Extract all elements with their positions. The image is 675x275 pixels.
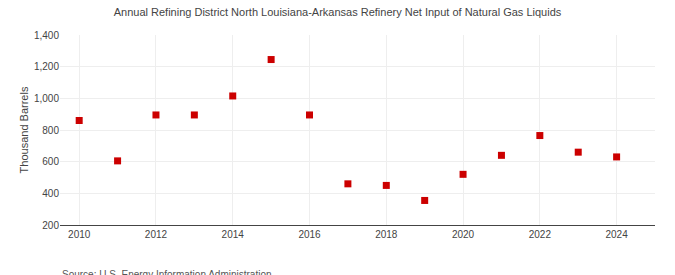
svg-text:200: 200 xyxy=(42,220,59,231)
svg-text:1,200: 1,200 xyxy=(34,61,59,72)
svg-text:400: 400 xyxy=(42,188,59,199)
svg-text:1,000: 1,000 xyxy=(34,93,59,104)
svg-text:1,400: 1,400 xyxy=(34,30,59,41)
svg-text:2016: 2016 xyxy=(298,229,321,240)
svg-text:2018: 2018 xyxy=(375,229,398,240)
svg-text:2020: 2020 xyxy=(452,229,475,240)
svg-text:2014: 2014 xyxy=(222,229,245,240)
svg-text:2010: 2010 xyxy=(68,229,91,240)
svg-text:600: 600 xyxy=(42,156,59,167)
svg-text:800: 800 xyxy=(42,125,59,136)
svg-text:Annual Refining District North: Annual Refining District North Louisiana… xyxy=(114,6,562,18)
svg-text:Thousand Barrels: Thousand Barrels xyxy=(18,86,30,173)
svg-text:2012: 2012 xyxy=(145,229,168,240)
svg-text:2024: 2024 xyxy=(605,229,628,240)
svg-text:2022: 2022 xyxy=(529,229,552,240)
svg-text:Source: U.S. Energy Informatio: Source: U.S. Energy Information Administ… xyxy=(62,269,272,275)
